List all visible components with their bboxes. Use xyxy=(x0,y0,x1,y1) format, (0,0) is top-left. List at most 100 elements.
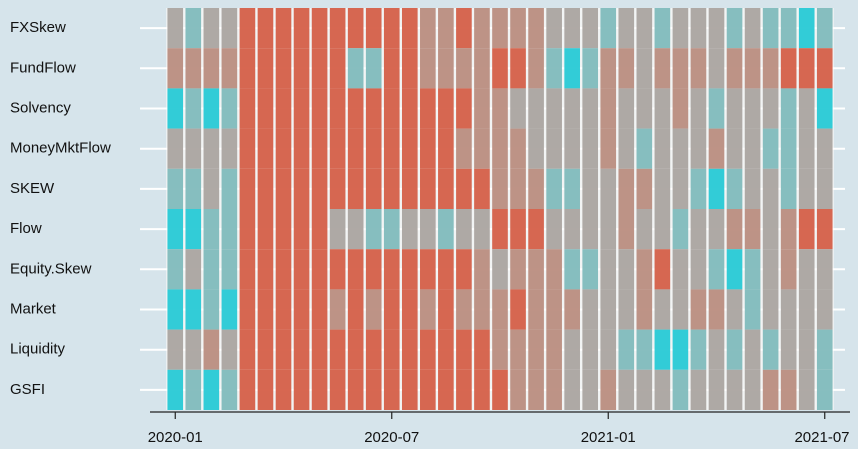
heat-tile xyxy=(239,88,256,129)
heat-tile xyxy=(329,8,346,49)
heat-tile xyxy=(492,369,508,410)
heat-tile xyxy=(816,369,833,410)
heat-tile xyxy=(420,369,436,410)
heat-tile xyxy=(582,128,599,169)
heat-tile xyxy=(185,88,202,129)
heat-tile xyxy=(780,329,797,370)
heat-tile xyxy=(185,329,202,370)
heat-tile xyxy=(293,369,310,410)
heat-tile xyxy=(690,209,707,250)
y-tick-label: GSFI xyxy=(10,381,45,398)
heat-tile xyxy=(311,329,328,370)
heat-tile xyxy=(203,88,220,129)
heat-tile xyxy=(726,249,743,290)
heat-tile xyxy=(762,168,779,209)
heat-tile xyxy=(582,289,599,330)
heat-tile xyxy=(618,329,635,370)
heat-tile xyxy=(221,8,238,49)
heat-tile xyxy=(167,249,184,290)
y-tick-label: Market xyxy=(10,300,57,317)
heat-tile xyxy=(816,249,833,290)
heat-tile xyxy=(654,209,671,250)
x-tick-label: 2020-01 xyxy=(148,429,203,446)
heat-tile xyxy=(401,289,418,330)
heat-tile xyxy=(618,128,635,169)
heat-tile xyxy=(383,48,400,89)
heat-tile xyxy=(528,168,544,209)
heat-tile xyxy=(636,168,653,209)
heat-tile xyxy=(401,249,418,290)
heat-tile xyxy=(726,329,743,370)
heat-tile xyxy=(546,369,562,410)
heat-tile xyxy=(257,369,274,410)
heat-tile xyxy=(293,168,310,209)
heat-tile xyxy=(329,128,346,169)
heat-tile xyxy=(798,128,815,169)
heat-tile xyxy=(726,289,743,330)
heat-tile xyxy=(672,329,689,370)
heat-tile xyxy=(456,329,472,370)
heat-tile xyxy=(780,289,797,330)
heat-tile xyxy=(492,168,508,209)
heat-tile xyxy=(275,329,292,370)
heat-tile xyxy=(456,128,472,169)
heat-tile xyxy=(600,289,617,330)
heat-tile xyxy=(816,48,833,89)
heat-tile xyxy=(546,8,562,49)
heat-tile xyxy=(762,209,779,250)
heat-tile xyxy=(239,369,256,410)
heat-tile xyxy=(726,128,743,169)
heat-tile xyxy=(311,369,328,410)
heat-tile xyxy=(708,168,725,209)
heat-tile xyxy=(383,88,400,129)
heat-tile xyxy=(167,88,184,129)
heat-tile xyxy=(420,329,436,370)
heat-tile xyxy=(383,128,400,169)
heat-tile xyxy=(365,48,382,89)
heat-tile xyxy=(690,329,707,370)
heat-tile xyxy=(654,128,671,169)
heat-tile xyxy=(239,329,256,370)
heat-tile xyxy=(420,249,436,290)
heat-tile xyxy=(690,48,707,89)
heat-tile xyxy=(203,128,220,169)
heat-tile xyxy=(744,48,761,89)
heat-tile xyxy=(654,168,671,209)
heat-tile xyxy=(708,369,725,410)
heat-tile xyxy=(798,249,815,290)
heat-tile xyxy=(239,289,256,330)
heat-tile xyxy=(762,8,779,49)
heat-tile xyxy=(564,88,580,129)
heat-tile xyxy=(347,88,364,129)
heat-tile xyxy=(365,168,382,209)
heat-tile xyxy=(456,168,472,209)
heat-tile xyxy=(329,289,346,330)
heat-tile xyxy=(636,8,653,49)
heat-tile xyxy=(257,168,274,209)
heat-tile xyxy=(456,209,472,250)
heat-tile xyxy=(239,48,256,89)
heat-tile xyxy=(311,209,328,250)
heat-tile xyxy=(546,289,562,330)
heat-tile xyxy=(744,209,761,250)
heat-tile xyxy=(528,88,544,129)
heat-tile xyxy=(582,329,599,370)
heat-tile xyxy=(401,88,418,129)
heat-tile xyxy=(401,168,418,209)
heat-tile xyxy=(636,369,653,410)
heat-tile xyxy=(401,329,418,370)
heat-tile xyxy=(600,88,617,129)
heat-tile xyxy=(798,48,815,89)
heat-tile xyxy=(546,249,562,290)
heat-tile xyxy=(762,48,779,89)
heat-tile xyxy=(600,369,617,410)
heat-tile xyxy=(546,209,562,250)
heat-tile xyxy=(600,209,617,250)
heat-tile xyxy=(383,249,400,290)
heat-tile xyxy=(167,289,184,330)
heat-tile xyxy=(510,249,526,290)
heat-tile xyxy=(257,289,274,330)
heat-tile xyxy=(456,249,472,290)
heat-tile xyxy=(708,8,725,49)
heat-tile xyxy=(798,88,815,129)
